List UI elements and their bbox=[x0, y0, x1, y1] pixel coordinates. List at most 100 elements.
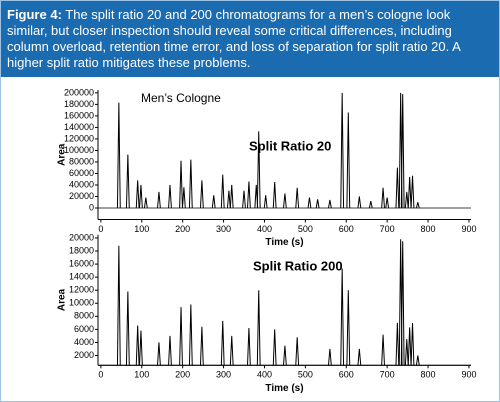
peak bbox=[199, 326, 204, 366]
y-tick-label: 20000 bbox=[69, 191, 94, 201]
peak bbox=[220, 320, 225, 366]
y-tick-label: 60000 bbox=[69, 168, 94, 178]
peak bbox=[116, 245, 121, 366]
peak bbox=[410, 175, 415, 209]
x-tick-label: 400 bbox=[257, 224, 272, 234]
x-tick-label: 300 bbox=[216, 224, 231, 234]
x-tick-label: 0 bbox=[98, 224, 103, 234]
peak bbox=[229, 184, 234, 209]
peak bbox=[395, 167, 400, 209]
x-tick-label: 800 bbox=[421, 224, 436, 234]
annotation: Split Ratio 200 bbox=[253, 258, 343, 273]
x-tick-label: 100 bbox=[134, 224, 149, 234]
peak bbox=[415, 202, 420, 209]
peak bbox=[181, 187, 186, 209]
peak bbox=[135, 180, 140, 209]
peak bbox=[263, 195, 268, 209]
x-tick-label: 500 bbox=[298, 370, 313, 380]
y-tick-label: 4000 bbox=[74, 337, 94, 347]
x-tick-label: 0 bbox=[98, 370, 103, 380]
peak bbox=[229, 335, 234, 366]
peak bbox=[272, 182, 277, 209]
peak bbox=[157, 342, 161, 366]
peak bbox=[295, 187, 300, 209]
peak bbox=[327, 348, 332, 366]
y-tick-label: 100000 bbox=[64, 145, 94, 155]
peak bbox=[247, 328, 251, 366]
peak bbox=[400, 241, 405, 366]
peak bbox=[116, 102, 121, 208]
peak bbox=[139, 330, 143, 366]
peak bbox=[315, 199, 320, 209]
peak bbox=[139, 184, 143, 209]
peak bbox=[179, 160, 183, 209]
x-tick-label: 100 bbox=[134, 370, 149, 380]
peak bbox=[410, 322, 415, 366]
peak bbox=[226, 190, 231, 209]
x-tick-label: 700 bbox=[380, 224, 395, 234]
x-tick-label: 400 bbox=[257, 370, 272, 380]
x-tick-label: 200 bbox=[175, 224, 190, 234]
y-tick-label: 40000 bbox=[69, 179, 94, 189]
y-axis-label: Area bbox=[57, 143, 68, 166]
y-tick-label: 12000 bbox=[69, 285, 94, 295]
peak bbox=[307, 197, 312, 209]
caption: The split ratio 20 and 200 chromatograms… bbox=[7, 7, 461, 70]
y-tick-label: 80000 bbox=[69, 156, 94, 166]
y-tick-label: 200000 bbox=[64, 87, 94, 97]
y-tick-label: 18000 bbox=[69, 245, 94, 255]
peak bbox=[340, 92, 345, 208]
y-tick-label: 14000 bbox=[69, 272, 94, 282]
peak bbox=[415, 355, 420, 366]
peak bbox=[283, 345, 287, 366]
peak bbox=[179, 307, 183, 366]
peak bbox=[328, 199, 332, 209]
peak bbox=[220, 174, 225, 209]
peak bbox=[125, 154, 130, 209]
x-tick-label: 800 bbox=[421, 370, 436, 380]
peak bbox=[381, 334, 385, 366]
peak bbox=[340, 268, 345, 366]
peak bbox=[404, 191, 409, 209]
x-tick-label: 700 bbox=[380, 370, 395, 380]
x-tick-label: 600 bbox=[339, 370, 354, 380]
y-tick-label: 16000 bbox=[69, 258, 94, 268]
peak bbox=[385, 197, 390, 209]
peak bbox=[346, 290, 351, 366]
x-tick-label: 200 bbox=[175, 370, 190, 380]
peak bbox=[368, 200, 373, 209]
peak bbox=[272, 329, 277, 366]
y-tick-label: 2000 bbox=[74, 350, 94, 360]
peak bbox=[143, 197, 148, 209]
y-tick-label: 20000 bbox=[69, 232, 94, 242]
peak bbox=[188, 304, 193, 366]
x-axis-label: Time (s) bbox=[265, 237, 303, 248]
peak bbox=[283, 193, 287, 209]
peak bbox=[357, 348, 362, 366]
peak bbox=[400, 94, 405, 208]
x-axis-label: Time (s) bbox=[265, 383, 303, 394]
peak bbox=[135, 325, 140, 366]
x-tick-label: 300 bbox=[216, 370, 231, 380]
peak bbox=[168, 184, 172, 209]
peak bbox=[404, 339, 409, 366]
y-tick-label: 180000 bbox=[64, 99, 94, 109]
y-tick-label: 140000 bbox=[64, 122, 94, 132]
peak bbox=[247, 181, 251, 209]
peak bbox=[395, 322, 400, 366]
annotation: Split Ratio 20 bbox=[249, 138, 331, 153]
x-tick-label: 900 bbox=[461, 370, 476, 380]
y-tick-label: 10000 bbox=[69, 298, 94, 308]
caption-box: Figure 4: The split ratio 20 and 200 chr… bbox=[1, 1, 499, 77]
y-tick-label: 6000 bbox=[74, 324, 94, 334]
y-axis-label: Area bbox=[57, 288, 68, 311]
peak bbox=[346, 112, 351, 208]
y-tick-label: 160000 bbox=[64, 110, 94, 120]
peak bbox=[407, 327, 412, 366]
peak bbox=[242, 190, 246, 209]
peak bbox=[381, 187, 385, 209]
peak bbox=[157, 191, 161, 209]
peak bbox=[168, 335, 172, 366]
